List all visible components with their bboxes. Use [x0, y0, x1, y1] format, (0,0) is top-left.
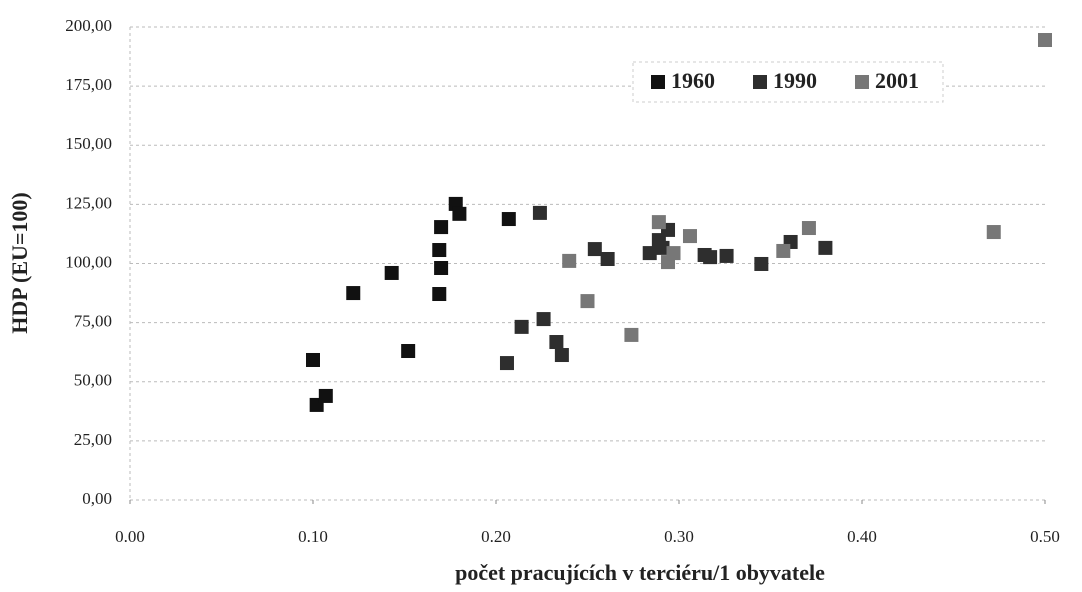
point	[580, 294, 595, 309]
point	[1038, 33, 1052, 48]
point	[401, 344, 416, 359]
legend-label: 2001	[875, 68, 919, 93]
point	[818, 240, 833, 255]
point	[754, 256, 769, 271]
point	[655, 240, 670, 255]
point	[532, 205, 547, 220]
x-tick-label: 0.10	[298, 527, 328, 546]
x-tick-label: 0.20	[481, 527, 511, 546]
point	[432, 243, 447, 258]
point	[514, 319, 529, 334]
point	[434, 220, 449, 235]
point	[384, 265, 399, 280]
y-axis-label: HDP (EU=100)	[7, 192, 32, 333]
point	[318, 388, 333, 403]
legend-swatch	[753, 75, 767, 89]
point	[624, 327, 639, 342]
point	[651, 215, 666, 230]
point	[549, 335, 564, 350]
y-tick-label: 75,00	[74, 312, 112, 331]
point	[501, 212, 516, 227]
legend-label: 1960	[671, 68, 715, 93]
point	[666, 246, 681, 261]
y-tick-label: 25,00	[74, 430, 112, 449]
point	[703, 250, 718, 265]
point	[986, 225, 1001, 240]
y-tick-label: 125,00	[65, 193, 112, 212]
point	[776, 243, 791, 258]
y-tick-label: 100,00	[65, 252, 112, 271]
point	[682, 229, 697, 244]
point	[587, 242, 602, 257]
x-tick-label: 0.40	[847, 527, 877, 546]
point	[801, 221, 816, 236]
x-tick-label: 0.50	[1030, 527, 1060, 546]
point	[346, 286, 361, 301]
point	[536, 312, 551, 327]
point	[499, 356, 514, 371]
point	[719, 248, 734, 263]
x-tick-label: 0.30	[664, 527, 694, 546]
point	[600, 252, 615, 267]
y-tick-label: 200,00	[65, 16, 112, 35]
x-axis-label: počet pracujících v terciéru/1 obyvatele	[455, 560, 825, 585]
point	[432, 287, 447, 302]
point	[452, 206, 467, 221]
legend-box	[632, 61, 944, 103]
y-tick-label: 175,00	[65, 75, 112, 94]
point	[306, 352, 320, 367]
legend-swatch	[855, 75, 869, 89]
point	[434, 260, 449, 275]
legend-label: 1990	[773, 68, 817, 93]
point	[554, 348, 569, 363]
point	[642, 246, 657, 261]
point	[562, 253, 577, 268]
x-tick-label: 0.00	[115, 527, 145, 546]
legend-swatch	[651, 75, 665, 89]
y-tick-label: 50,00	[74, 371, 112, 390]
y-tick-label: 150,00	[65, 134, 112, 153]
y-tick-label: 0,00	[82, 489, 112, 508]
